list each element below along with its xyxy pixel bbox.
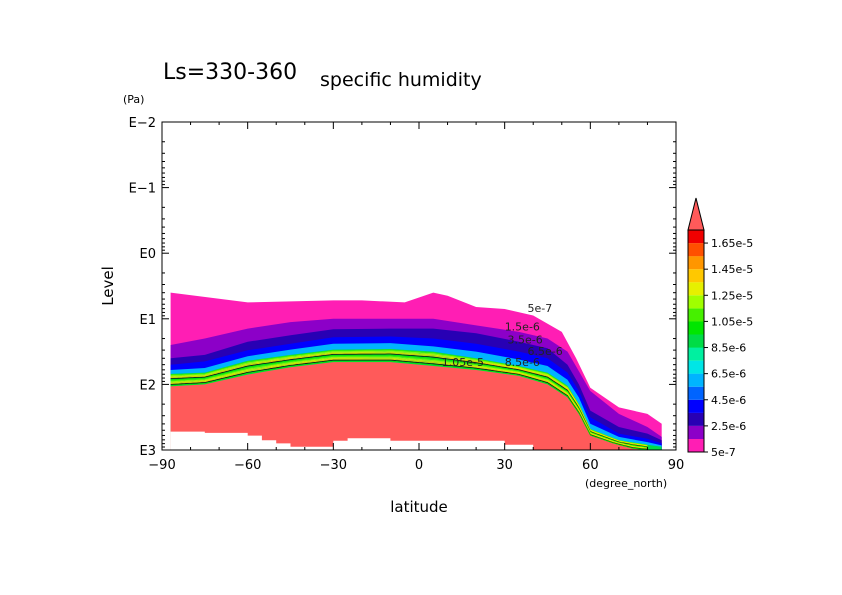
chart-subtitle: specific humidity (320, 69, 482, 91)
x-tick-label: 30 (496, 458, 513, 473)
colorbar-label: 1.25e-5 (711, 289, 753, 302)
contour-line (170, 356, 648, 449)
masked-terrain (170, 431, 534, 450)
colorbar-label: 1.45e-5 (711, 263, 753, 276)
contour-line (170, 353, 648, 448)
colorbar-label: 2.5e-6 (711, 420, 746, 433)
contour-line (170, 360, 648, 450)
contour-labels: 5e-7 1.5e-63.5e-6 1.05e-5 6.5e-68.5e-6 (442, 302, 563, 369)
contour-line (170, 349, 648, 446)
band-1.65e-5+ (170, 362, 648, 450)
colorbar-label: 6.5e-6 (711, 368, 746, 381)
x-unit-label: (degree_north) (585, 477, 667, 490)
contour-line (170, 357, 648, 449)
colorbar-frame (687, 229, 705, 453)
colorbar-swatch (688, 399, 704, 413)
contour-line (170, 351, 648, 447)
colorbar-swatch (688, 360, 704, 374)
colorbar-label: 1.65e-5 (711, 237, 753, 250)
x-tick-label: −90 (148, 458, 175, 473)
colorbar-swatch (688, 282, 704, 296)
contour-label: 6.5e-6 (528, 345, 563, 358)
contour-line (170, 358, 648, 450)
colorbar: 5e-7 2.5e-6 4.5e-6 6.5e-6 8.5e-6 1.05e-5 1.25e… (687, 197, 753, 459)
contour-line (170, 350, 648, 446)
y-unit-label: (Pa) (123, 93, 144, 106)
colorbar-swatch (688, 243, 704, 257)
colorbar-swatch (688, 373, 704, 387)
colorbar-label: 5e-7 (711, 446, 736, 459)
colorbar-swatch (688, 321, 704, 335)
contour-line (170, 355, 648, 448)
chart-title: Ls=330-360 (163, 60, 297, 85)
x-tick-label: 90 (668, 458, 685, 473)
x-tick-label: 0 (415, 458, 423, 473)
x-tick-label: 60 (582, 458, 599, 473)
contour-line (170, 352, 648, 447)
y-axis-ticks: E−2 E−1 E0 E1 E2 E3 (129, 116, 676, 459)
colorbar-swatch (688, 386, 704, 400)
contour-label: 1.5e-6 (505, 321, 540, 334)
colorbar-label: 8.5e-6 (711, 342, 746, 355)
x-axis-label: latitude (390, 498, 448, 516)
colorbar-swatch (688, 256, 704, 270)
x-tick-label: −30 (320, 458, 347, 473)
y-tick-label: E−1 (129, 182, 156, 197)
colorbar-swatch (688, 334, 704, 348)
colorbar-label: 4.5e-6 (711, 394, 746, 407)
y-tick-label: E−2 (129, 116, 156, 131)
x-axis-ticks: −90 −60 −30 0 30 60 90 (148, 122, 684, 473)
colorbar-swatch (688, 438, 704, 452)
contour-label: 1.05e-5 (442, 356, 484, 369)
colorbar-swatch (688, 412, 704, 426)
y-tick-label: E3 (140, 444, 157, 459)
y-tick-label: E0 (140, 247, 157, 262)
colorbar-swatch (688, 347, 704, 361)
colorbar-swatch (688, 425, 704, 439)
contour-label: 5e-7 (528, 302, 553, 315)
y-tick-label: E2 (140, 378, 157, 393)
contour-label: 3.5e-6 (508, 334, 543, 347)
contour-line (170, 354, 648, 448)
colorbar-overflow-arrow (687, 197, 705, 231)
colorbar-swatch (688, 295, 704, 309)
colorbar-swatch (688, 269, 704, 283)
contour-lines (170, 349, 648, 450)
y-tick-label: E1 (140, 313, 157, 328)
colorbar-swatch (688, 308, 704, 322)
colorbar-swatch (688, 230, 704, 244)
contour-line (170, 359, 648, 450)
x-tick-label: −60 (234, 458, 261, 473)
y-axis-label: Level (99, 266, 117, 306)
contour-label: 8.5e-6 (505, 356, 540, 369)
colorbar-label: 1.05e-5 (711, 315, 753, 328)
